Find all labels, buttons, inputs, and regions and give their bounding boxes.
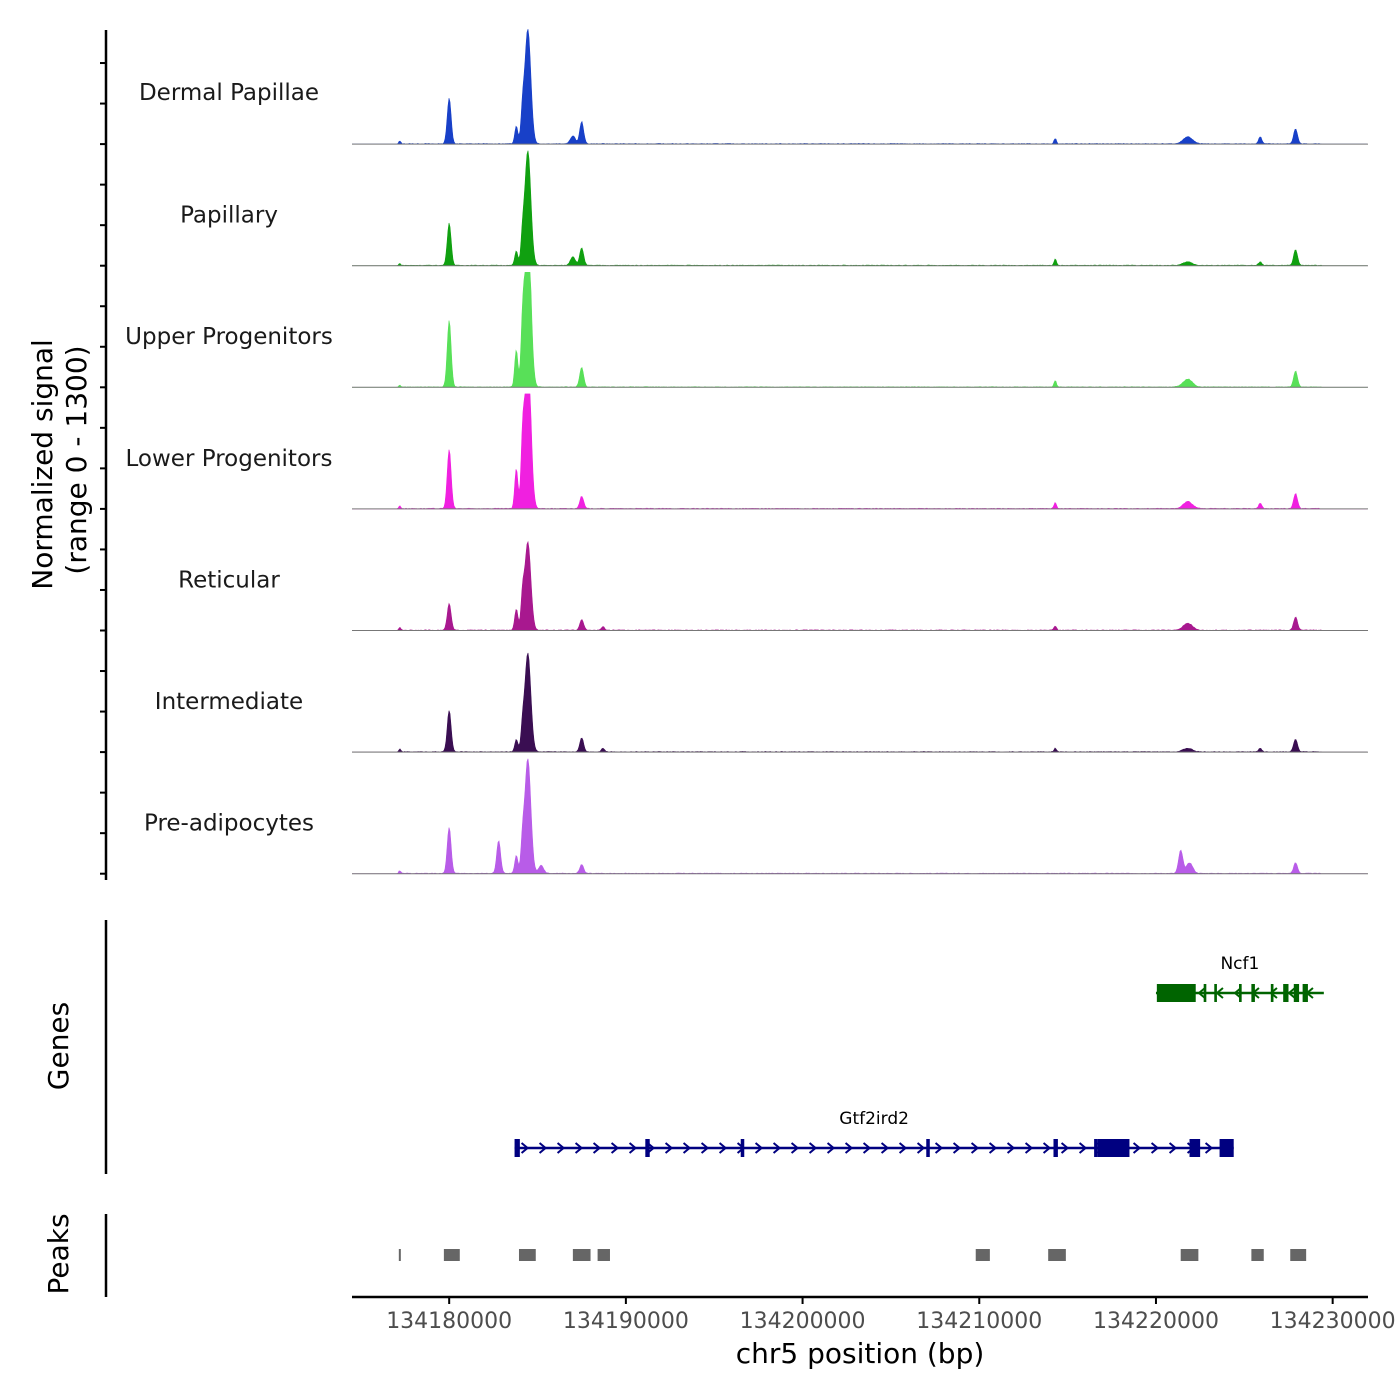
strand-arrow bbox=[682, 1142, 692, 1154]
strand-arrow bbox=[1204, 1142, 1214, 1154]
track-label: Dermal Papillae bbox=[139, 80, 319, 106]
peak-region bbox=[572, 1249, 591, 1261]
gene-exon bbox=[645, 1139, 650, 1157]
strand-arrow bbox=[556, 1142, 566, 1154]
strand-arrow bbox=[628, 1142, 638, 1154]
gene-exon bbox=[1239, 984, 1242, 1002]
x-axis-tick-label: 134190000 bbox=[563, 1309, 689, 1334]
x-axis-tick-label: 134180000 bbox=[386, 1309, 512, 1334]
strand-arrow bbox=[970, 1142, 980, 1154]
peak-region bbox=[518, 1249, 536, 1261]
gene-model: Gtf2ird2 bbox=[514, 1109, 1234, 1157]
gene-exon bbox=[1156, 984, 1196, 1002]
track-label: Lower Progenitors bbox=[126, 446, 333, 472]
y-axis-title-line-1: Normalized signal bbox=[26, 339, 59, 590]
strand-arrow bbox=[1197, 987, 1206, 999]
gene-exon bbox=[1251, 984, 1255, 1002]
y-axis-title: Normalized signal (range 0 - 1300) bbox=[26, 330, 93, 589]
gene-exon bbox=[1219, 1139, 1234, 1157]
strand-arrow bbox=[1060, 1142, 1070, 1154]
peaks-axis-title: Peaks bbox=[42, 1213, 75, 1294]
strand-arrow bbox=[1233, 987, 1242, 999]
strand-arrow bbox=[1287, 987, 1296, 999]
gene-model: Ncf1 bbox=[1155, 954, 1324, 1002]
strand-arrow bbox=[592, 1142, 602, 1154]
track-label: Papillary bbox=[180, 203, 278, 229]
strand-arrow bbox=[1150, 1142, 1160, 1154]
strand-arrow bbox=[1132, 1142, 1142, 1154]
coverage-panel: Dermal Papillae Papillary Upper Progenitor… bbox=[100, 29, 1368, 880]
strand-arrow bbox=[1006, 1142, 1016, 1154]
peak-region bbox=[1180, 1249, 1199, 1261]
gene-exon bbox=[926, 1139, 930, 1157]
strand-arrow bbox=[1024, 1142, 1034, 1154]
gene-exon bbox=[1302, 984, 1308, 1002]
coverage-area bbox=[352, 540, 1367, 631]
strand-arrow bbox=[700, 1142, 710, 1154]
strand-arrow bbox=[916, 1142, 926, 1154]
gene-exon bbox=[1283, 984, 1289, 1002]
strand-arrow bbox=[772, 1142, 782, 1154]
strand-arrow bbox=[988, 1142, 998, 1154]
genes-panel: Ncf1 Gtf2ird2 bbox=[104, 920, 1324, 1174]
peak-region bbox=[1251, 1249, 1264, 1261]
gene-exon bbox=[740, 1139, 745, 1157]
strand-arrow bbox=[664, 1142, 674, 1154]
gene-name-label: Ncf1 bbox=[1220, 954, 1259, 974]
strand-arrow bbox=[898, 1142, 908, 1154]
x-axis-title: chr5 position (bp) bbox=[736, 1337, 985, 1370]
strand-arrow bbox=[808, 1142, 818, 1154]
strand-arrow bbox=[826, 1142, 836, 1154]
gene-exon bbox=[1293, 984, 1300, 1002]
gene-exon bbox=[1094, 1139, 1098, 1157]
peak-region bbox=[975, 1249, 990, 1261]
strand-arrow bbox=[1168, 1142, 1178, 1154]
strand-arrow bbox=[718, 1142, 728, 1154]
gene-exon bbox=[1203, 984, 1207, 1002]
x-axis-tick-label: 134220000 bbox=[1093, 1309, 1219, 1334]
strand-arrow bbox=[520, 1142, 530, 1154]
track-label: Upper Progenitors bbox=[125, 324, 333, 350]
track-label: Pre-adipocytes bbox=[144, 811, 314, 837]
peaks-panel bbox=[104, 1214, 1307, 1297]
x-axis-tick-label: 134230000 bbox=[1270, 1309, 1396, 1334]
peak-region bbox=[398, 1249, 401, 1261]
strand-arrow bbox=[844, 1142, 854, 1154]
gene-name-label: Gtf2ird2 bbox=[839, 1109, 909, 1129]
strand-arrow bbox=[1042, 1142, 1052, 1154]
gene-exon bbox=[1053, 1139, 1058, 1157]
peak-region bbox=[443, 1249, 460, 1261]
strand-arrow bbox=[610, 1142, 620, 1154]
gene-exon bbox=[1189, 1139, 1201, 1157]
strand-arrow bbox=[934, 1142, 944, 1154]
coverage-area bbox=[352, 393, 1367, 510]
peak-region bbox=[597, 1249, 610, 1261]
strand-arrow bbox=[538, 1142, 548, 1154]
strand-arrow bbox=[790, 1142, 800, 1154]
peak-region bbox=[1290, 1249, 1307, 1261]
strand-arrow bbox=[574, 1142, 584, 1154]
gene-exon bbox=[1214, 984, 1217, 1002]
strand-arrow bbox=[862, 1142, 872, 1154]
peak-region bbox=[1048, 1249, 1066, 1261]
strand-arrow bbox=[952, 1142, 962, 1154]
y-axis-title-line-2: (range 0 - 1300) bbox=[60, 345, 93, 574]
track-label: Reticular bbox=[178, 567, 280, 593]
strand-arrow bbox=[1078, 1142, 1088, 1154]
strand-arrow bbox=[754, 1142, 764, 1154]
track-label: Intermediate bbox=[155, 689, 303, 715]
gene-exon bbox=[514, 1139, 520, 1157]
gene-exon bbox=[1270, 984, 1274, 1002]
gene-exon bbox=[1097, 1139, 1130, 1157]
strand-arrow bbox=[880, 1142, 890, 1154]
x-axis-tick-label: 134210000 bbox=[916, 1309, 1042, 1334]
x-axis: 134180000 134190000 134200000 134210000 1342… bbox=[352, 1295, 1396, 1334]
strand-arrow bbox=[1215, 987, 1224, 999]
x-axis-tick-label: 134200000 bbox=[740, 1309, 866, 1334]
genes-axis-title: Genes bbox=[42, 1002, 75, 1090]
